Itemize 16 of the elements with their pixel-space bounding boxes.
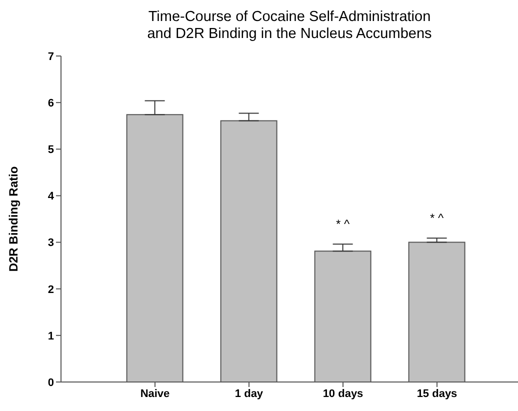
y-tick-label: 5 — [48, 144, 54, 156]
y-axis-title: D2R Binding Ratio — [6, 166, 20, 272]
y-tick-label: 6 — [48, 97, 54, 110]
data-label: * ^ — [430, 211, 444, 226]
x-tick-label: 15 days — [416, 388, 458, 400]
y-tick-label: 2 — [48, 284, 54, 296]
chart-title: Time-Course of Cocaine Self-Administration and D2R Binding in the Nucleus Accumbens — [146, 9, 433, 43]
y-tick-label: 4 — [48, 190, 55, 203]
y-tick-label: 1 — [48, 330, 54, 342]
x-tick-label: 10 days — [322, 388, 364, 400]
data-label: * ^ — [336, 217, 350, 232]
y-tick-label: 3 — [48, 237, 54, 250]
x-tick-label: Naive — [140, 388, 170, 400]
y-tick-label: 0 — [48, 376, 54, 389]
y-tick-label: 7 — [48, 50, 54, 63]
x-tick-label: 1 day — [234, 388, 264, 400]
